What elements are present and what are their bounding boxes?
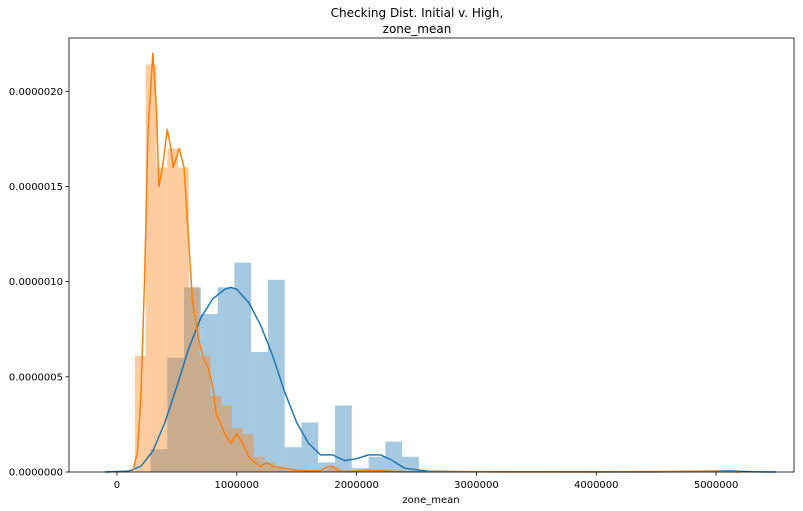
y-tick-label-1: 0.0000000 [9, 468, 63, 479]
x-tick-label-6: 5000000 [694, 480, 739, 491]
series-2-bar-5 [178, 167, 189, 472]
chart-title-line-2: zone_mean [383, 22, 452, 36]
series-2-kde-line [131, 52, 741, 473]
axes-frame [68, 37, 795, 473]
x-tick-label-1: 0 [114, 480, 120, 491]
series-2-bar-21 [361, 471, 373, 472]
x-axis: 0 1000000 2000000 3000000 4000000 5000000 [114, 472, 739, 491]
series-1-bar-8 [267, 279, 285, 472]
series-1-bars [150, 262, 419, 472]
series-2-bar-15 [285, 470, 297, 472]
series-2-bar-4 [167, 148, 179, 472]
series-1-bar-7 [251, 352, 268, 472]
series-2-bar-18 [318, 470, 330, 472]
series-2-bar-8 [210, 395, 222, 472]
series-2-bar-10 [231, 428, 243, 472]
x-tick-label-2: 1000000 [214, 480, 259, 491]
y-tick-label-2: 0.0000005 [9, 372, 63, 383]
series-2-bar-9 [221, 405, 232, 472]
series-2-bar-19 [329, 467, 340, 472]
series-2-bar-11 [242, 433, 254, 472]
y-axis: 0.0000000 0.0000005 0.0000010 0.0000015 0.00… [9, 87, 69, 479]
series-2-bar-2 [145, 64, 157, 473]
series-2-bar-6 [188, 287, 200, 472]
series-1-bar-9 [284, 447, 302, 472]
series-1-bar-4 [200, 314, 218, 472]
x-tick-label-5: 4000000 [574, 480, 619, 491]
series-1-bar-2 [167, 357, 185, 472]
x-tick-label-4: 3000000 [454, 480, 499, 491]
x-tick-label-3: 2000000 [334, 480, 379, 491]
series-1-bar-10 [301, 422, 319, 472]
x-axis-label: zone_mean [402, 495, 459, 506]
y-tick-label-4: 0.0000015 [9, 182, 63, 193]
series-1-bar-3 [184, 287, 201, 472]
series-1-bar-12 [335, 405, 352, 472]
series-1-bar-14 [368, 456, 386, 472]
series-2-bar-13 [264, 462, 276, 472]
series-2-bar-7 [199, 355, 211, 472]
plot-area [104, 52, 777, 473]
chart-title-line-1: Checking Dist. Initial v. High, [331, 6, 504, 20]
series-1-bar-1 [150, 449, 168, 472]
series-2-bar-14 [275, 468, 286, 472]
y-tick-label-3: 0.0000010 [9, 277, 63, 288]
y-tick-label-5: 0.0000020 [9, 87, 63, 98]
series-1-bar-6 [234, 262, 252, 472]
series-2-bar-3 [156, 167, 168, 472]
series-1-bar-15 [385, 441, 403, 472]
